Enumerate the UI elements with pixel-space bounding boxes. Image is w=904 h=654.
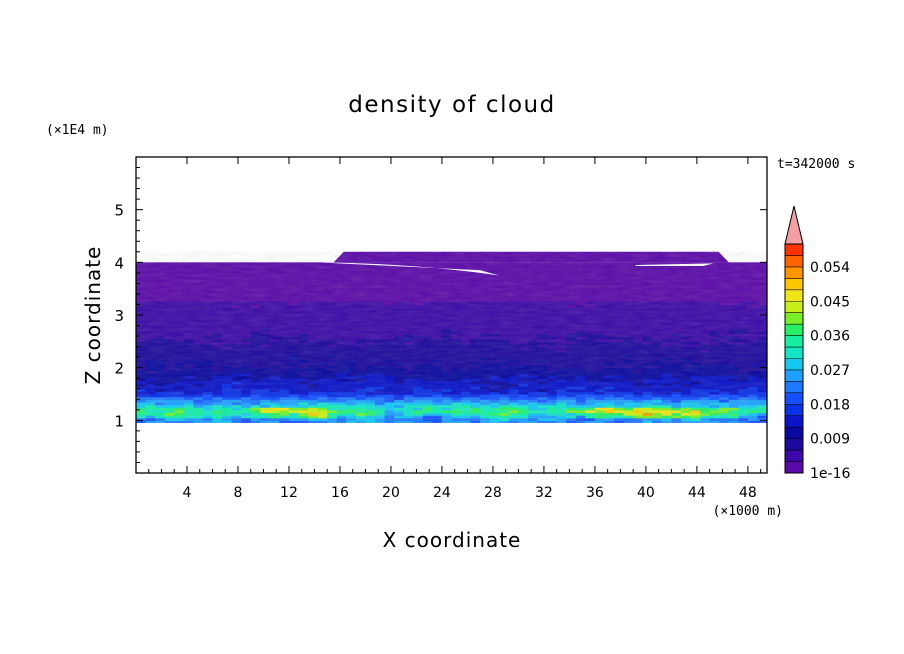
time-label: t=342000 s	[777, 157, 855, 172]
colorbar-tick-label: 0.045	[810, 294, 850, 310]
x-tick-label: 4	[183, 485, 192, 501]
y-tick-label: 3	[114, 307, 124, 325]
colorbar-swatch	[785, 278, 803, 291]
x-tick-label: 40	[637, 485, 655, 501]
texture-overlay	[136, 251, 767, 423]
x-tick-label: 24	[433, 485, 451, 501]
colorbar-swatch	[785, 289, 803, 302]
colorbar-swatch	[785, 461, 803, 474]
y-axis: 1 2 3 4 5	[114, 167, 767, 463]
colorbar-tick-label: 0.009	[810, 432, 850, 448]
y-tick-label: 2	[114, 360, 124, 378]
colorbar-swatch	[785, 415, 803, 428]
colorbar-swatch	[785, 427, 803, 440]
x-tick-label: 48	[739, 485, 757, 501]
x-tick-label: 20	[382, 485, 400, 501]
chart-title: density of cloud	[348, 92, 555, 118]
x-axis: 4 8 12 16 20 24 28 32 36 40 44 48	[148, 157, 762, 501]
colorbar-swatch	[785, 392, 803, 405]
colorbar-swatch	[785, 438, 803, 451]
colorbar: 1e-16 0.009 0.018 0.027 0.036 0.045 0.054	[784, 205, 850, 482]
x-tick-label: 44	[688, 485, 706, 501]
colorbar-swatch	[785, 324, 803, 337]
x-tick-label: 12	[280, 485, 298, 501]
x-unit-label: (×1000 m)	[713, 504, 783, 519]
cloud-base-edge	[136, 422, 767, 426]
colorbar-swatch	[785, 312, 803, 325]
colorbar-tick-label: 1e-16	[810, 466, 850, 482]
y-tick-label: 1	[114, 412, 124, 430]
x-axis-label: X coordinate	[383, 528, 522, 552]
colorbar-swatch	[785, 404, 803, 417]
colorbar-swatch	[785, 255, 803, 268]
colorbar-tick-label: 0.027	[810, 363, 850, 379]
colorbar-swatch	[785, 266, 803, 279]
colorbar-swatch	[785, 347, 803, 359]
x-tick-label: 8	[234, 485, 243, 501]
colorbar-tick-label: 0.018	[810, 397, 850, 413]
y-unit-label: (×1E4 m)	[46, 123, 109, 138]
x-tick-label: 28	[484, 485, 502, 501]
colorbar-swatch	[785, 335, 803, 348]
colorbar-swatch	[785, 450, 803, 463]
colorbar-tick-label: 0.036	[810, 329, 850, 345]
colorbar-swatch	[785, 244, 803, 256]
y-axis-label: Z coordinate	[81, 246, 105, 385]
x-tick-label: 36	[586, 485, 604, 501]
colorbar-swatch	[785, 369, 803, 382]
x-tick-label: 32	[535, 485, 553, 501]
colorbar-swatch	[785, 301, 803, 314]
colorbar-tick-label: 0.054	[810, 260, 850, 276]
x-tick-label: 16	[331, 485, 349, 501]
colorbar-swatch	[785, 358, 803, 371]
y-tick-label: 4	[114, 254, 124, 272]
colorbar-extend-arrow	[784, 205, 804, 245]
y-tick-label: 5	[114, 202, 124, 220]
density-field	[136, 251, 767, 426]
colorbar-swatch	[785, 381, 803, 394]
